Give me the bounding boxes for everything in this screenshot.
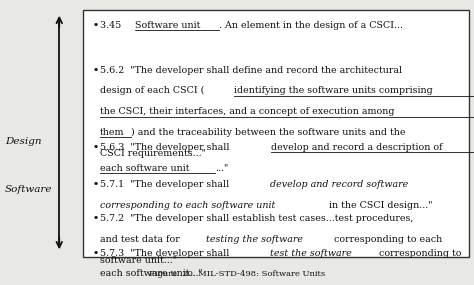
Text: •: • [92, 21, 99, 30]
Text: ...": ..." [215, 164, 228, 173]
Text: CSCI requirements...": CSCI requirements..." [100, 149, 205, 158]
Text: •: • [92, 180, 99, 189]
Text: 5.7.1  "The developer shall: 5.7.1 "The developer shall [100, 180, 232, 189]
Text: •: • [92, 214, 99, 223]
Text: ) and the traceability between the software units and the: ) and the traceability between the softw… [131, 128, 406, 137]
Text: software unit...": software unit..." [100, 256, 176, 265]
Text: testing the software: testing the software [206, 235, 303, 244]
Text: each software unit...": each software unit..." [100, 269, 202, 278]
Text: . An element in the design of a CSCI...: . An element in the design of a CSCI... [219, 21, 403, 30]
Text: design of each CSCI (: design of each CSCI ( [100, 86, 204, 95]
Text: 5.6.2  "The developer shall define and record the architectural: 5.6.2 "The developer shall define and re… [100, 66, 401, 75]
Text: develop and record a description of: develop and record a description of [271, 143, 442, 152]
Text: Design: Design [5, 137, 41, 146]
Text: each software unit: each software unit [100, 164, 189, 173]
Text: test the software: test the software [270, 249, 352, 258]
Text: develop and record software: develop and record software [270, 180, 409, 189]
Text: corresponding to each: corresponding to each [331, 235, 443, 244]
Text: identifying the software units comprising: identifying the software units comprisin… [234, 86, 433, 95]
Text: and test data for: and test data for [100, 235, 182, 244]
Text: the CSCI, their interfaces, and a concept of execution among: the CSCI, their interfaces, and a concep… [100, 107, 394, 116]
Text: 5.6.3  "The developer shall: 5.6.3 "The developer shall [100, 143, 232, 152]
Text: corresponding to each software unit: corresponding to each software unit [100, 201, 275, 210]
Text: corresponding to: corresponding to [376, 249, 461, 258]
Text: •: • [92, 66, 99, 75]
Text: in the CSCI design...": in the CSCI design..." [326, 201, 432, 210]
Text: 5.7.3  "The developer shall: 5.7.3 "The developer shall [100, 249, 232, 258]
Text: •: • [92, 143, 99, 152]
Text: Software: Software [5, 185, 52, 194]
Text: Figure  20. MIL-STD-498: Software Units: Figure 20. MIL-STD-498: Software Units [149, 270, 325, 278]
Text: 3.45: 3.45 [100, 21, 127, 30]
Text: Software unit: Software unit [135, 21, 200, 30]
Text: 5.7.2  "The developer shall establish test cases...test procedures,: 5.7.2 "The developer shall establish tes… [100, 214, 413, 223]
Text: them: them [100, 128, 124, 137]
FancyBboxPatch shape [83, 10, 469, 256]
Text: •: • [92, 249, 99, 258]
